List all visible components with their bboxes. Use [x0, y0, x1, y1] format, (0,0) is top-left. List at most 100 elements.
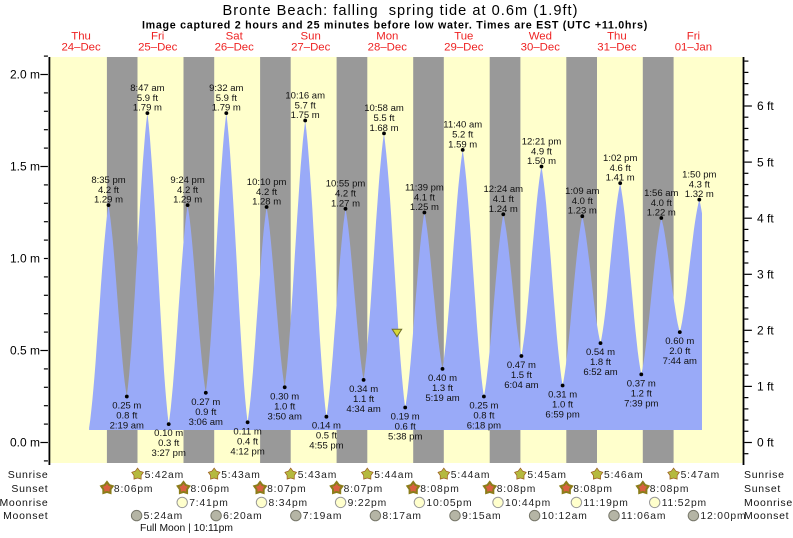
svg-text:1.3 ft: 1.3 ft	[432, 383, 453, 394]
svg-text:1.75 m: 1.75 m	[291, 110, 320, 121]
svg-text:Thu: Thu	[71, 31, 91, 43]
svg-text:Bronte Beach: falling spring: Bronte Beach: falling spring tide at 0.6…	[222, 3, 578, 19]
svg-text:1.5 ft: 1.5 ft	[511, 370, 532, 381]
svg-text:Wed: Wed	[529, 31, 552, 43]
svg-text:0 ft: 0 ft	[757, 436, 774, 450]
svg-text:29–Dec: 29–Dec	[444, 42, 484, 54]
svg-text:28–Dec: 28–Dec	[368, 42, 408, 54]
svg-text:1.41 m: 1.41 m	[606, 173, 635, 184]
svg-text:9:32 am: 9:32 am	[209, 83, 243, 94]
svg-text:Moonset: Moonset	[3, 510, 48, 522]
svg-text:Tue: Tue	[454, 31, 473, 43]
svg-text:0.47 m: 0.47 m	[507, 360, 536, 371]
svg-text:10:58 am: 10:58 am	[364, 103, 404, 114]
svg-text:31–Dec: 31–Dec	[597, 42, 637, 54]
svg-text:8:08pm: 8:08pm	[573, 484, 612, 495]
svg-text:8:06pm: 8:06pm	[191, 484, 230, 495]
svg-text:1.5 m: 1.5 m	[10, 160, 40, 174]
svg-text:5:24am: 5:24am	[144, 511, 183, 522]
svg-text:1.0 ft: 1.0 ft	[274, 401, 295, 412]
svg-text:5:19 am: 5:19 am	[425, 393, 459, 404]
svg-text:12:21 pm: 12:21 pm	[522, 136, 562, 147]
svg-text:0.0 m: 0.0 m	[10, 436, 40, 450]
svg-text:10:12am: 10:12am	[542, 511, 588, 522]
svg-text:1.32 m: 1.32 m	[685, 189, 714, 200]
svg-text:8:07pm: 8:07pm	[344, 484, 383, 495]
svg-text:4.2 ft: 4.2 ft	[98, 185, 119, 196]
svg-text:10:05pm: 10:05pm	[426, 498, 472, 509]
svg-text:8:34pm: 8:34pm	[269, 498, 308, 509]
svg-text:10:55 pm: 10:55 pm	[326, 179, 366, 190]
svg-text:0.4 ft: 0.4 ft	[237, 436, 258, 447]
svg-text:1.24 m: 1.24 m	[489, 204, 518, 215]
svg-text:1.50 m: 1.50 m	[527, 156, 556, 167]
svg-text:1.28 m: 1.28 m	[252, 197, 281, 208]
svg-text:8:08pm: 8:08pm	[497, 484, 536, 495]
svg-text:Moonset: Moonset	[744, 510, 789, 522]
svg-text:4.2 ft: 4.2 ft	[177, 185, 198, 196]
svg-text:Sunset: Sunset	[744, 483, 781, 495]
svg-text:4.2 ft: 4.2 ft	[256, 187, 277, 198]
svg-text:2 ft: 2 ft	[757, 324, 774, 338]
svg-text:1.27 m: 1.27 m	[331, 198, 360, 209]
svg-text:5.9 ft: 5.9 ft	[216, 93, 237, 104]
svg-text:1:09 am: 1:09 am	[565, 186, 599, 197]
svg-text:7:41pm: 7:41pm	[189, 498, 228, 509]
svg-text:4.2 ft: 4.2 ft	[335, 189, 356, 200]
svg-text:1:02 pm: 1:02 pm	[603, 153, 637, 164]
svg-text:7:44 am: 7:44 am	[663, 356, 697, 367]
svg-text:11:19pm: 11:19pm	[583, 498, 628, 509]
svg-text:5:42am: 5:42am	[145, 470, 184, 481]
svg-text:3:06 am: 3:06 am	[189, 417, 223, 428]
svg-text:0.10 m: 0.10 m	[154, 428, 183, 439]
svg-text:1 ft: 1 ft	[757, 380, 774, 394]
svg-text:5:45am: 5:45am	[527, 470, 566, 481]
svg-text:3:50 am: 3:50 am	[268, 411, 302, 422]
svg-text:4.1 ft: 4.1 ft	[493, 194, 514, 205]
svg-text:1.0 ft: 1.0 ft	[552, 400, 573, 411]
svg-text:5:44am: 5:44am	[451, 470, 490, 481]
svg-text:0.19 m: 0.19 m	[391, 412, 420, 423]
svg-text:4.0 ft: 4.0 ft	[572, 196, 593, 207]
svg-text:8:07pm: 8:07pm	[267, 484, 306, 495]
svg-text:0.37 m: 0.37 m	[627, 378, 656, 389]
svg-text:10:16 am: 10:16 am	[285, 90, 325, 101]
svg-text:11:06am: 11:06am	[621, 511, 666, 522]
svg-text:0.60 m: 0.60 m	[665, 336, 694, 347]
svg-text:6 ft: 6 ft	[757, 99, 774, 113]
svg-text:0.8 ft: 0.8 ft	[473, 411, 494, 422]
svg-text:12:00pm: 12:00pm	[700, 511, 746, 522]
svg-text:0.5 m: 0.5 m	[10, 344, 40, 358]
svg-text:Sat: Sat	[226, 31, 244, 43]
svg-text:1.79 m: 1.79 m	[212, 103, 241, 114]
svg-text:5:43am: 5:43am	[298, 470, 337, 481]
svg-text:3:27 pm: 3:27 pm	[152, 448, 186, 459]
svg-text:25–Dec: 25–Dec	[138, 42, 178, 54]
svg-text:8:35 pm: 8:35 pm	[91, 175, 125, 186]
svg-text:1:56 am: 1:56 am	[644, 188, 678, 199]
svg-text:2.0 m: 2.0 m	[10, 68, 40, 82]
svg-text:Mon: Mon	[376, 31, 398, 43]
svg-text:4.1 ft: 4.1 ft	[414, 192, 435, 203]
svg-text:12:24 am: 12:24 am	[483, 184, 523, 195]
svg-text:6:20am: 6:20am	[223, 511, 262, 522]
svg-text:0.5 ft: 0.5 ft	[316, 431, 337, 442]
svg-text:3 ft: 3 ft	[757, 268, 774, 282]
svg-text:5:43am: 5:43am	[221, 470, 260, 481]
svg-text:9:22pm: 9:22pm	[348, 498, 387, 509]
svg-text:26–Dec: 26–Dec	[215, 42, 255, 54]
svg-text:4.3 ft: 4.3 ft	[689, 179, 710, 190]
svg-text:5.5 ft: 5.5 ft	[373, 113, 394, 124]
svg-text:1.29 m: 1.29 m	[173, 195, 202, 206]
svg-text:5:46am: 5:46am	[604, 470, 643, 481]
svg-text:4.9 ft: 4.9 ft	[531, 146, 552, 157]
svg-text:1.29 m: 1.29 m	[94, 195, 123, 206]
svg-text:11:40 am: 11:40 am	[443, 120, 482, 131]
svg-text:0.11 m: 0.11 m	[233, 426, 261, 437]
svg-text:6:04 am: 6:04 am	[504, 380, 538, 391]
svg-text:7:39 pm: 7:39 pm	[624, 398, 658, 409]
svg-text:10:44pm: 10:44pm	[505, 498, 551, 509]
svg-text:Fri: Fri	[151, 31, 164, 43]
svg-text:4:55 pm: 4:55 pm	[309, 441, 343, 452]
svg-text:Sun: Sun	[301, 31, 321, 43]
